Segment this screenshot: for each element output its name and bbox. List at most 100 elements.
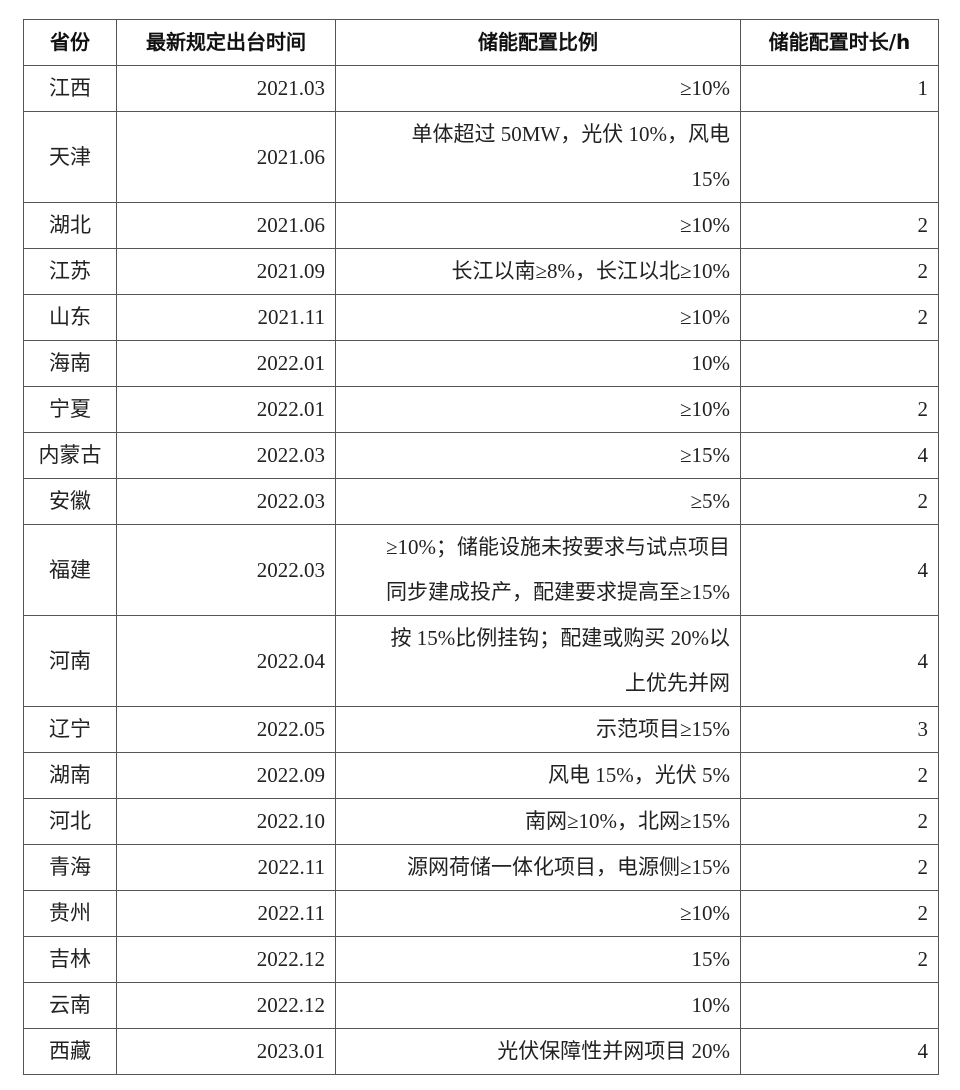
ratio-cell: 源网荷储一体化项目，电源侧≥15% bbox=[335, 844, 741, 891]
date-cell: 2021.09 bbox=[116, 248, 336, 295]
ratio-cell: 按 15%比例挂钩；配建或购买 20%以 上优先并网 bbox=[335, 615, 741, 707]
table-row: 海南 2022.01 10% bbox=[23, 340, 939, 387]
date-cell: 2021.06 bbox=[116, 202, 336, 249]
energy-storage-policy-table: 省份 最新规定出台时间 储能配置比例 储能配置时长/h 江西 2021.03 ≥10… bbox=[23, 19, 939, 1075]
table-row: 安徽 2022.03 ≥5% 2 bbox=[23, 478, 939, 525]
table-row: 江西 2021.03 ≥10% 1 bbox=[23, 65, 939, 112]
province-cell: 天津 bbox=[23, 111, 117, 203]
ratio-cell: ≥10% bbox=[335, 202, 741, 249]
date-cell: 2022.12 bbox=[116, 936, 336, 983]
header-row: 省份 最新规定出台时间 储能配置比例 储能配置时长/h bbox=[23, 19, 939, 66]
province-cell: 江苏 bbox=[23, 248, 117, 295]
table-row: 云南 2022.12 10% bbox=[23, 982, 939, 1029]
province-cell: 青海 bbox=[23, 844, 117, 891]
date-cell: 2021.06 bbox=[116, 111, 336, 203]
date-cell: 2022.03 bbox=[116, 478, 336, 525]
province-cell: 云南 bbox=[23, 982, 117, 1029]
province-cell: 贵州 bbox=[23, 890, 117, 937]
date-cell: 2021.03 bbox=[116, 65, 336, 112]
date-cell: 2022.04 bbox=[116, 615, 336, 707]
table-row: 宁夏 2022.01 ≥10% 2 bbox=[23, 386, 939, 433]
table-row: 湖南 2022.09 风电 15%，光伏 5% 2 bbox=[23, 752, 939, 799]
ratio-cell: ≥10% bbox=[335, 890, 741, 937]
province-cell: 海南 bbox=[23, 340, 117, 387]
table-row: 吉林 2022.12 15% 2 bbox=[23, 936, 939, 983]
duration-cell: 4 bbox=[740, 1028, 939, 1075]
duration-cell bbox=[740, 982, 939, 1029]
table-row: 西藏 2023.01 光伏保障性并网项目 20% 4 bbox=[23, 1028, 939, 1075]
ratio-cell: ≥10% bbox=[335, 65, 741, 112]
ratio-cell: 风电 15%，光伏 5% bbox=[335, 752, 741, 799]
header-date: 最新规定出台时间 bbox=[116, 19, 336, 66]
table-row: 河北 2022.10 南网≥10%，北网≥15% 2 bbox=[23, 798, 939, 845]
date-cell: 2022.11 bbox=[116, 844, 336, 891]
table-row: 青海 2022.11 源网荷储一体化项目，电源侧≥15% 2 bbox=[23, 844, 939, 891]
ratio-cell: 单体超过 50MW，光伏 10%，风电 15% bbox=[335, 111, 741, 203]
table-row: 贵州 2022.11 ≥10% 2 bbox=[23, 890, 939, 937]
duration-cell: 2 bbox=[740, 248, 939, 295]
duration-cell bbox=[740, 111, 939, 203]
ratio-cell: ≥10% bbox=[335, 294, 741, 341]
table-row: 河南 2022.04 按 15%比例挂钩；配建或购买 20%以 上优先并网 4 bbox=[23, 615, 939, 707]
province-cell: 吉林 bbox=[23, 936, 117, 983]
province-cell: 宁夏 bbox=[23, 386, 117, 433]
province-cell: 河北 bbox=[23, 798, 117, 845]
table-row: 山东 2021.11 ≥10% 2 bbox=[23, 294, 939, 341]
duration-cell: 2 bbox=[740, 386, 939, 433]
date-cell: 2022.10 bbox=[116, 798, 336, 845]
date-cell: 2022.03 bbox=[116, 524, 336, 616]
date-cell: 2022.09 bbox=[116, 752, 336, 799]
duration-cell: 2 bbox=[740, 890, 939, 937]
duration-cell: 3 bbox=[740, 706, 939, 753]
date-cell: 2023.01 bbox=[116, 1028, 336, 1075]
province-cell: 山东 bbox=[23, 294, 117, 341]
ratio-cell: ≥10%；储能设施未按要求与试点项目 同步建成投产，配建要求提高至≥15% bbox=[335, 524, 741, 616]
ratio-cell: 长江以南≥8%，长江以北≥10% bbox=[335, 248, 741, 295]
duration-cell: 2 bbox=[740, 936, 939, 983]
province-cell: 辽宁 bbox=[23, 706, 117, 753]
duration-cell: 2 bbox=[740, 202, 939, 249]
duration-cell: 4 bbox=[740, 615, 939, 707]
province-cell: 江西 bbox=[23, 65, 117, 112]
province-cell: 湖南 bbox=[23, 752, 117, 799]
ratio-cell: 南网≥10%，北网≥15% bbox=[335, 798, 741, 845]
province-cell: 安徽 bbox=[23, 478, 117, 525]
header-duration: 储能配置时长/h bbox=[740, 19, 939, 66]
header-province: 省份 bbox=[23, 19, 117, 66]
duration-cell: 2 bbox=[740, 478, 939, 525]
date-cell: 2021.11 bbox=[116, 294, 336, 341]
ratio-cell: 10% bbox=[335, 340, 741, 387]
duration-cell: 2 bbox=[740, 752, 939, 799]
duration-cell: 4 bbox=[740, 432, 939, 479]
table-row: 天津 2021.06 单体超过 50MW，光伏 10%，风电 15% bbox=[23, 111, 939, 203]
table-row: 江苏 2021.09 长江以南≥8%，长江以北≥10% 2 bbox=[23, 248, 939, 295]
duration-cell: 2 bbox=[740, 294, 939, 341]
ratio-cell: 10% bbox=[335, 982, 741, 1029]
ratio-cell: 光伏保障性并网项目 20% bbox=[335, 1028, 741, 1075]
province-cell: 内蒙古 bbox=[23, 432, 117, 479]
ratio-cell: ≥5% bbox=[335, 478, 741, 525]
province-cell: 福建 bbox=[23, 524, 117, 616]
date-cell: 2022.05 bbox=[116, 706, 336, 753]
date-cell: 2022.03 bbox=[116, 432, 336, 479]
duration-cell: 2 bbox=[740, 798, 939, 845]
duration-cell: 2 bbox=[740, 844, 939, 891]
ratio-cell: ≥15% bbox=[335, 432, 741, 479]
table-row: 内蒙古 2022.03 ≥15% 4 bbox=[23, 432, 939, 479]
date-cell: 2022.11 bbox=[116, 890, 336, 937]
province-cell: 湖北 bbox=[23, 202, 117, 249]
ratio-cell: ≥10% bbox=[335, 386, 741, 433]
ratio-cell: 示范项目≥15% bbox=[335, 706, 741, 753]
duration-cell: 1 bbox=[740, 65, 939, 112]
table-row: 湖北 2021.06 ≥10% 2 bbox=[23, 202, 939, 249]
province-cell: 河南 bbox=[23, 615, 117, 707]
table-row: 福建 2022.03 ≥10%；储能设施未按要求与试点项目 同步建成投产，配建要求提… bbox=[23, 524, 939, 616]
date-cell: 2022.01 bbox=[116, 340, 336, 387]
header-ratio: 储能配置比例 bbox=[335, 19, 741, 66]
province-cell: 西藏 bbox=[23, 1028, 117, 1075]
date-cell: 2022.01 bbox=[116, 386, 336, 433]
table-row: 辽宁 2022.05 示范项目≥15% 3 bbox=[23, 706, 939, 753]
duration-cell: 4 bbox=[740, 524, 939, 616]
date-cell: 2022.12 bbox=[116, 982, 336, 1029]
duration-cell bbox=[740, 340, 939, 387]
